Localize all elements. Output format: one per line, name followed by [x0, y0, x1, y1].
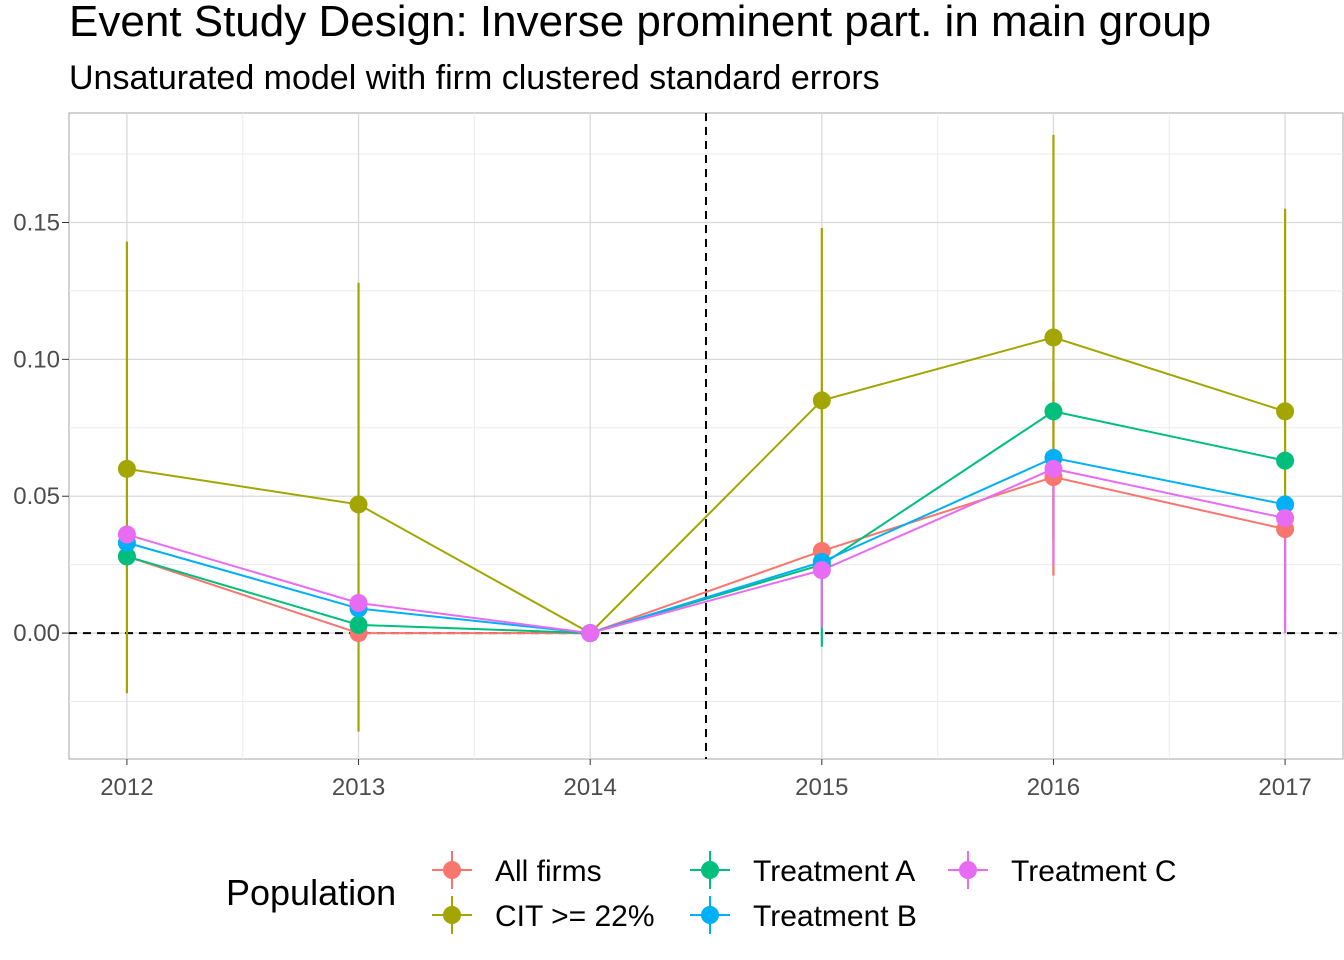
- legend-key-point: [701, 906, 719, 924]
- series-line: [126, 467, 1286, 635]
- x-tick-label: 2015: [795, 774, 848, 801]
- data-point: [1276, 451, 1295, 470]
- data-point: [812, 391, 831, 410]
- data-point: [117, 459, 136, 478]
- y-axis: 0.00 0.05 0.10 0.15: [13, 209, 69, 647]
- series-points: [117, 328, 1295, 643]
- data-point: [117, 525, 136, 544]
- chart-subtitle: Unsaturated model with firm clustered st…: [69, 59, 880, 97]
- data-point: [812, 561, 831, 580]
- series-line: [126, 476, 1286, 635]
- legend-key-point: [443, 906, 461, 924]
- series-line: [126, 336, 1286, 635]
- data-point: [349, 495, 368, 514]
- legend-label: Treatment C: [1011, 855, 1177, 888]
- x-tick-label: 2017: [1258, 774, 1311, 801]
- data-point: [1044, 328, 1063, 347]
- series-line: [126, 456, 1286, 635]
- data-point: [581, 624, 600, 643]
- legend-label: All firms: [495, 855, 602, 888]
- data-point: [1276, 402, 1295, 421]
- data-point: [1276, 495, 1295, 514]
- data-point: [1044, 459, 1063, 478]
- data-point: [117, 547, 136, 566]
- y-tick-label: 0.15: [13, 209, 60, 236]
- legend-key-point: [443, 861, 461, 879]
- data-point: [349, 615, 368, 634]
- series-lines: [126, 336, 1286, 635]
- legend-key-point: [959, 861, 977, 879]
- chart-title: Event Study Design: Inverse prominent pa…: [69, 0, 1211, 46]
- x-tick-label: 2013: [332, 774, 385, 801]
- data-point: [1044, 402, 1063, 421]
- x-tick-label: 2014: [563, 774, 616, 801]
- legend-label: CIT >= 22%: [495, 900, 655, 933]
- y-tick-label: 0.10: [13, 346, 60, 373]
- legend-title: Population: [226, 872, 396, 913]
- legend: Population All firms CIT >= 22% Treatment …: [226, 851, 1177, 934]
- y-tick-label: 0.00: [13, 620, 60, 647]
- y-tick-label: 0.05: [13, 483, 60, 510]
- x-axis: 2012 2013 2014 2015 2016 2017: [100, 759, 1312, 801]
- reference-lines: [69, 113, 1343, 759]
- data-point: [349, 593, 368, 612]
- data-point: [1276, 509, 1295, 528]
- legend-label: Treatment B: [753, 900, 917, 933]
- legend-key-point: [701, 861, 719, 879]
- x-tick-label: 2012: [100, 774, 153, 801]
- legend-label: Treatment A: [753, 855, 915, 888]
- series-line: [126, 410, 1286, 635]
- x-tick-label: 2016: [1027, 774, 1080, 801]
